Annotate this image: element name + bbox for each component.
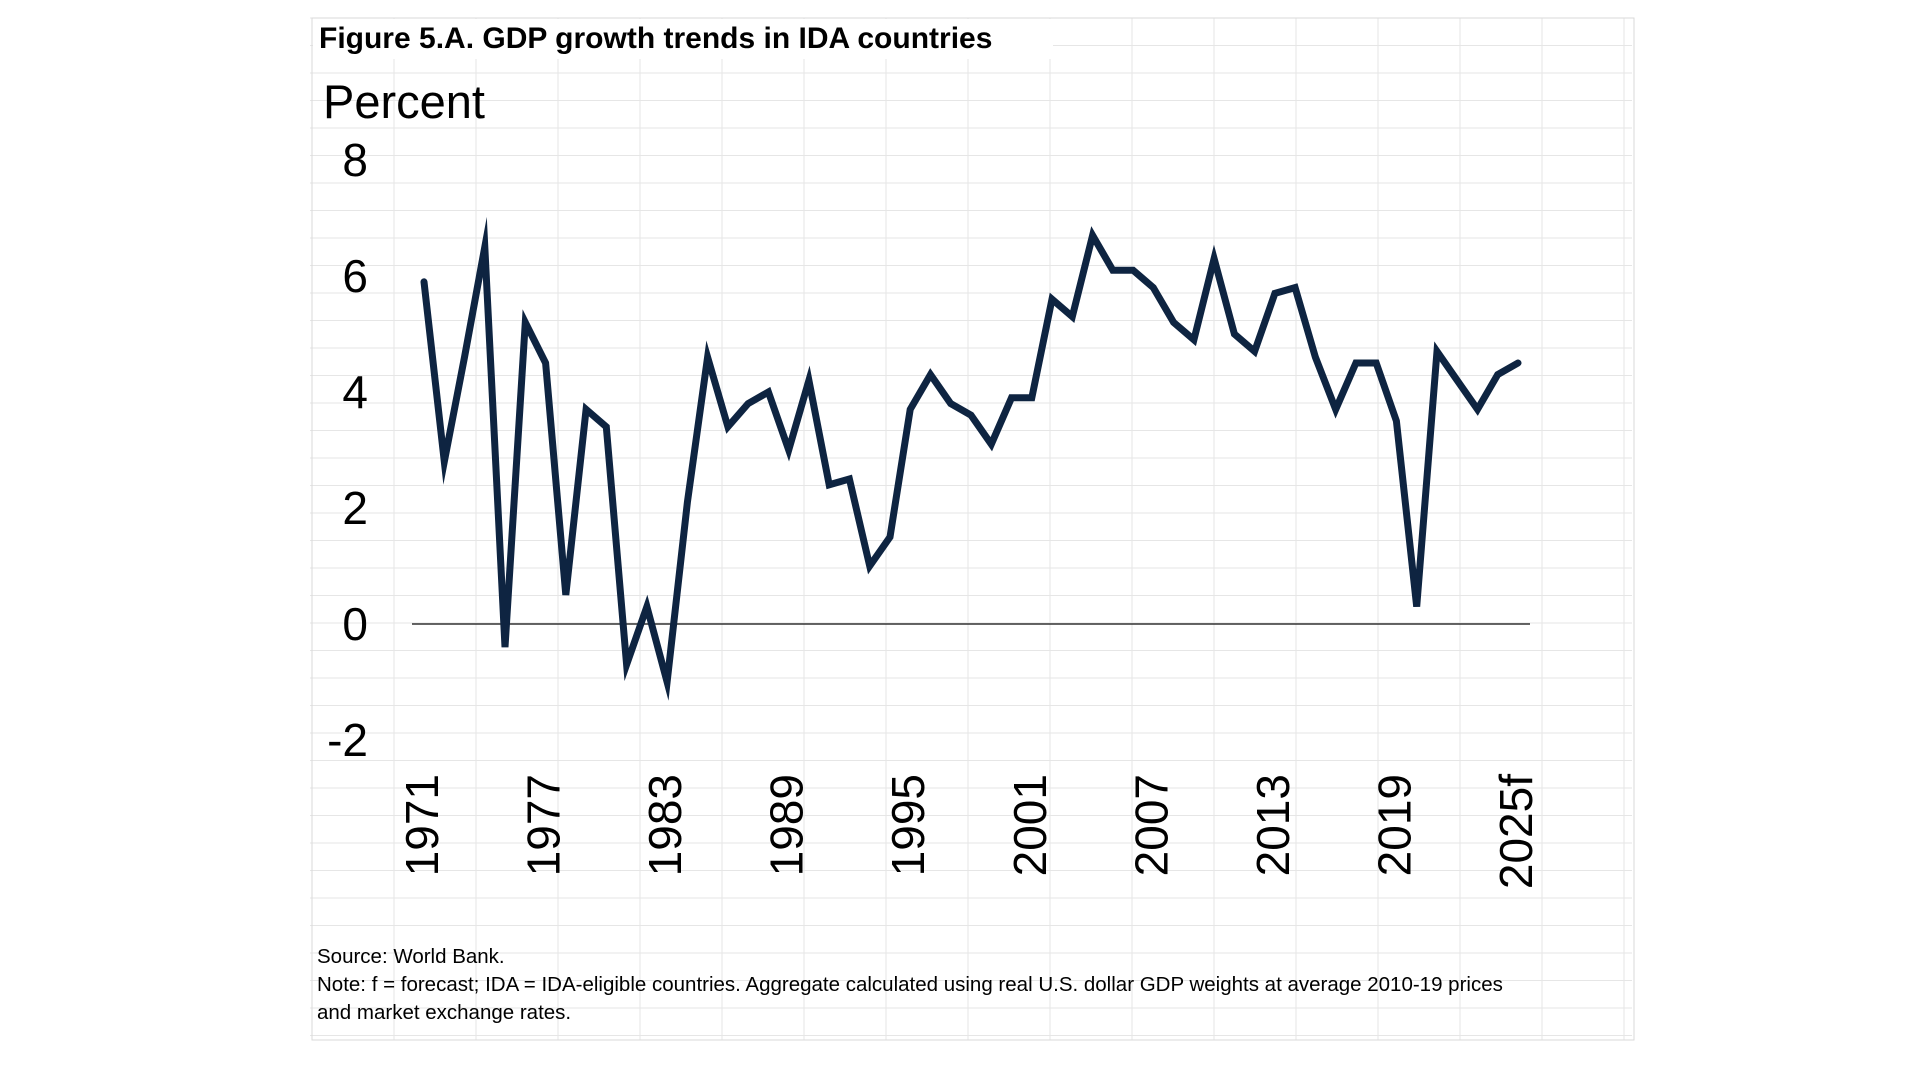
source-and-note: Source: World Bank. Note: f = forecast; …	[317, 943, 1647, 1027]
x-tick-label: 1995	[882, 774, 934, 876]
y-axis-ticks: -2 0 2 4 6 8	[327, 134, 368, 766]
x-tick-label: 2013	[1247, 774, 1299, 876]
source-text: Source: World Bank.	[317, 945, 505, 968]
note-text-line-1: Note: f = forecast; IDA = IDA-eligible c…	[317, 973, 1503, 996]
x-tick-label: 1977	[518, 774, 570, 876]
y-tick-label: 2	[342, 482, 368, 534]
x-tick-label: 2019	[1368, 774, 1420, 876]
y-tick-label: -2	[327, 714, 368, 766]
x-axis-ticks: 1971 1977 1983 1989 1995 2001 2007 2013 2019 2025…	[396, 774, 1542, 889]
x-tick-label: 1989	[761, 774, 813, 876]
gdp-growth-line	[420, 216, 1522, 701]
x-tick-label: 2007	[1125, 774, 1177, 876]
x-tick-label: 2001	[1004, 774, 1056, 876]
x-tick-label: 2025f	[1490, 774, 1542, 889]
x-tick-label: 1983	[639, 774, 691, 876]
y-tick-label: 4	[342, 366, 368, 418]
y-tick-label: 8	[342, 134, 368, 186]
figure-title: Figure 5.A. GDP growth trends in IDA cou…	[319, 22, 993, 55]
note-text-line-2: and market exchange rates.	[317, 1001, 572, 1024]
y-tick-label: 6	[342, 250, 368, 302]
y-tick-label: 0	[342, 598, 368, 650]
y-axis-title: Percent	[323, 75, 485, 128]
x-tick-label: 1971	[396, 774, 448, 876]
